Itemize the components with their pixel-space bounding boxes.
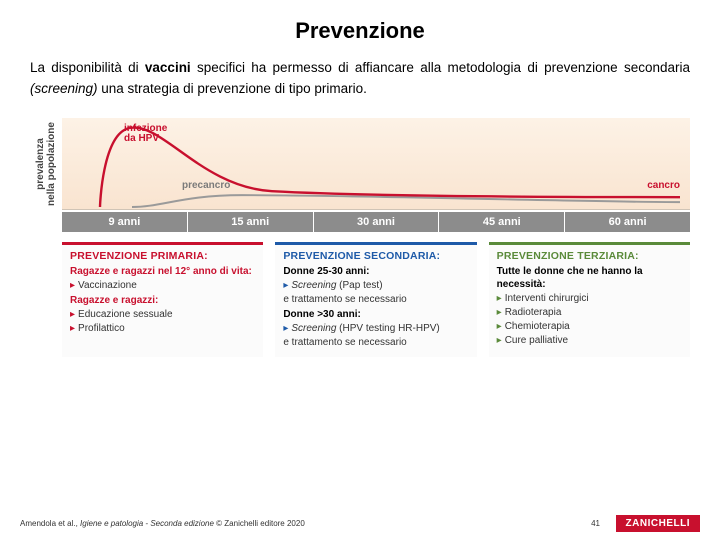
label-infezione: infezioneda HPV <box>124 124 167 145</box>
box-item: ▸Profilattico <box>70 322 255 335</box>
box-sub: Donne >30 anni: <box>283 308 468 321</box>
box-item: ▸Cure palliative <box>497 334 682 347</box>
footer-rest: © Zanichelli editore 2020 <box>214 519 305 528</box>
footer-source: Amendola et al., Igiene e patologia - Se… <box>20 519 576 528</box>
footer-author: Amendola et al., <box>20 519 80 528</box>
prevalence-chart: infezioneda HPV precancro cancro <box>62 118 690 210</box>
box-head: PREVENZIONE PRIMARIA: <box>70 250 255 264</box>
publisher-logo: ZANICHELLI <box>616 515 700 532</box>
ylabel-1: prevalenza <box>35 138 46 190</box>
intro-bold: vaccini <box>145 60 191 75</box>
box-sub: Donne 25-30 anni: <box>283 265 468 278</box>
intro-paragraph: La disponibilità di vaccini specifici ha… <box>30 58 690 100</box>
chart-area: prevalenzanella popolazione infezioneda … <box>30 118 690 210</box>
box-head: PREVENZIONE TERZIARIA: <box>497 250 682 264</box>
y-axis-label: prevalenzanella popolazione <box>30 118 62 210</box>
footer-title-ital: Igiene e patologia - Seconda edizione <box>80 519 214 528</box>
prevention-boxes: PREVENZIONE PRIMARIA:Ragazze e ragazzi n… <box>62 242 690 358</box>
box-item: ▸Vaccinazione <box>70 279 255 292</box>
label-cancro: cancro <box>647 180 680 191</box>
intro-t2: specifici ha permesso di affiancare alla… <box>191 60 690 75</box>
box-item: ▸Screening (HPV testing HR-HPV) <box>283 322 468 335</box>
label-precancro: precancro <box>182 180 230 191</box>
box-item: ▸Radioterapia <box>497 306 682 319</box>
box-head: PREVENZIONE SECONDARIA: <box>283 250 468 264</box>
prevention-box-blue: PREVENZIONE SECONDARIA:Donne 25-30 anni:… <box>275 242 476 358</box>
box-item: e trattamento se necessario <box>283 336 468 349</box>
box-item: ▸Interventi chirurgici <box>497 292 682 305</box>
x-axis: 9 anni15 anni30 anni45 anni60 anni <box>62 212 690 232</box>
footer: Amendola et al., Igiene e patologia - Se… <box>20 515 700 532</box>
intro-ital: (screening) <box>30 81 98 96</box>
box-item: e trattamento se necessario <box>283 293 468 306</box>
axis-cell: 45 anni <box>439 212 565 232</box>
ylabel-2: nella popolazione <box>46 122 57 206</box>
box-sub: Ragazze e ragazzi: <box>70 294 255 307</box>
page-title: Prevenzione <box>30 18 690 44</box>
box-sub: Tutte le donne che ne hanno la necessità… <box>497 265 682 291</box>
box-item: ▸Chemioterapia <box>497 320 682 333</box>
axis-cell: 60 anni <box>565 212 690 232</box>
prevention-box-green: PREVENZIONE TERZIARIA:Tutte le donne che… <box>489 242 690 358</box>
intro-t1: La disponibilità di <box>30 60 145 75</box>
axis-cell: 9 anni <box>62 212 188 232</box>
box-item: ▸Educazione sessuale <box>70 308 255 321</box>
intro-t3: una strategia di prevenzione di tipo pri… <box>98 81 367 96</box>
page-number: 41 <box>576 519 616 528</box>
prevention-box-red: PREVENZIONE PRIMARIA:Ragazze e ragazzi n… <box>62 242 263 358</box>
axis-cell: 30 anni <box>314 212 440 232</box>
curve-infezione <box>100 127 680 207</box>
axis-cell: 15 anni <box>188 212 314 232</box>
box-sub: Ragazze e ragazzi nel 12° anno di vita: <box>70 265 255 278</box>
box-item: ▸Screening (Pap test) <box>283 279 468 292</box>
